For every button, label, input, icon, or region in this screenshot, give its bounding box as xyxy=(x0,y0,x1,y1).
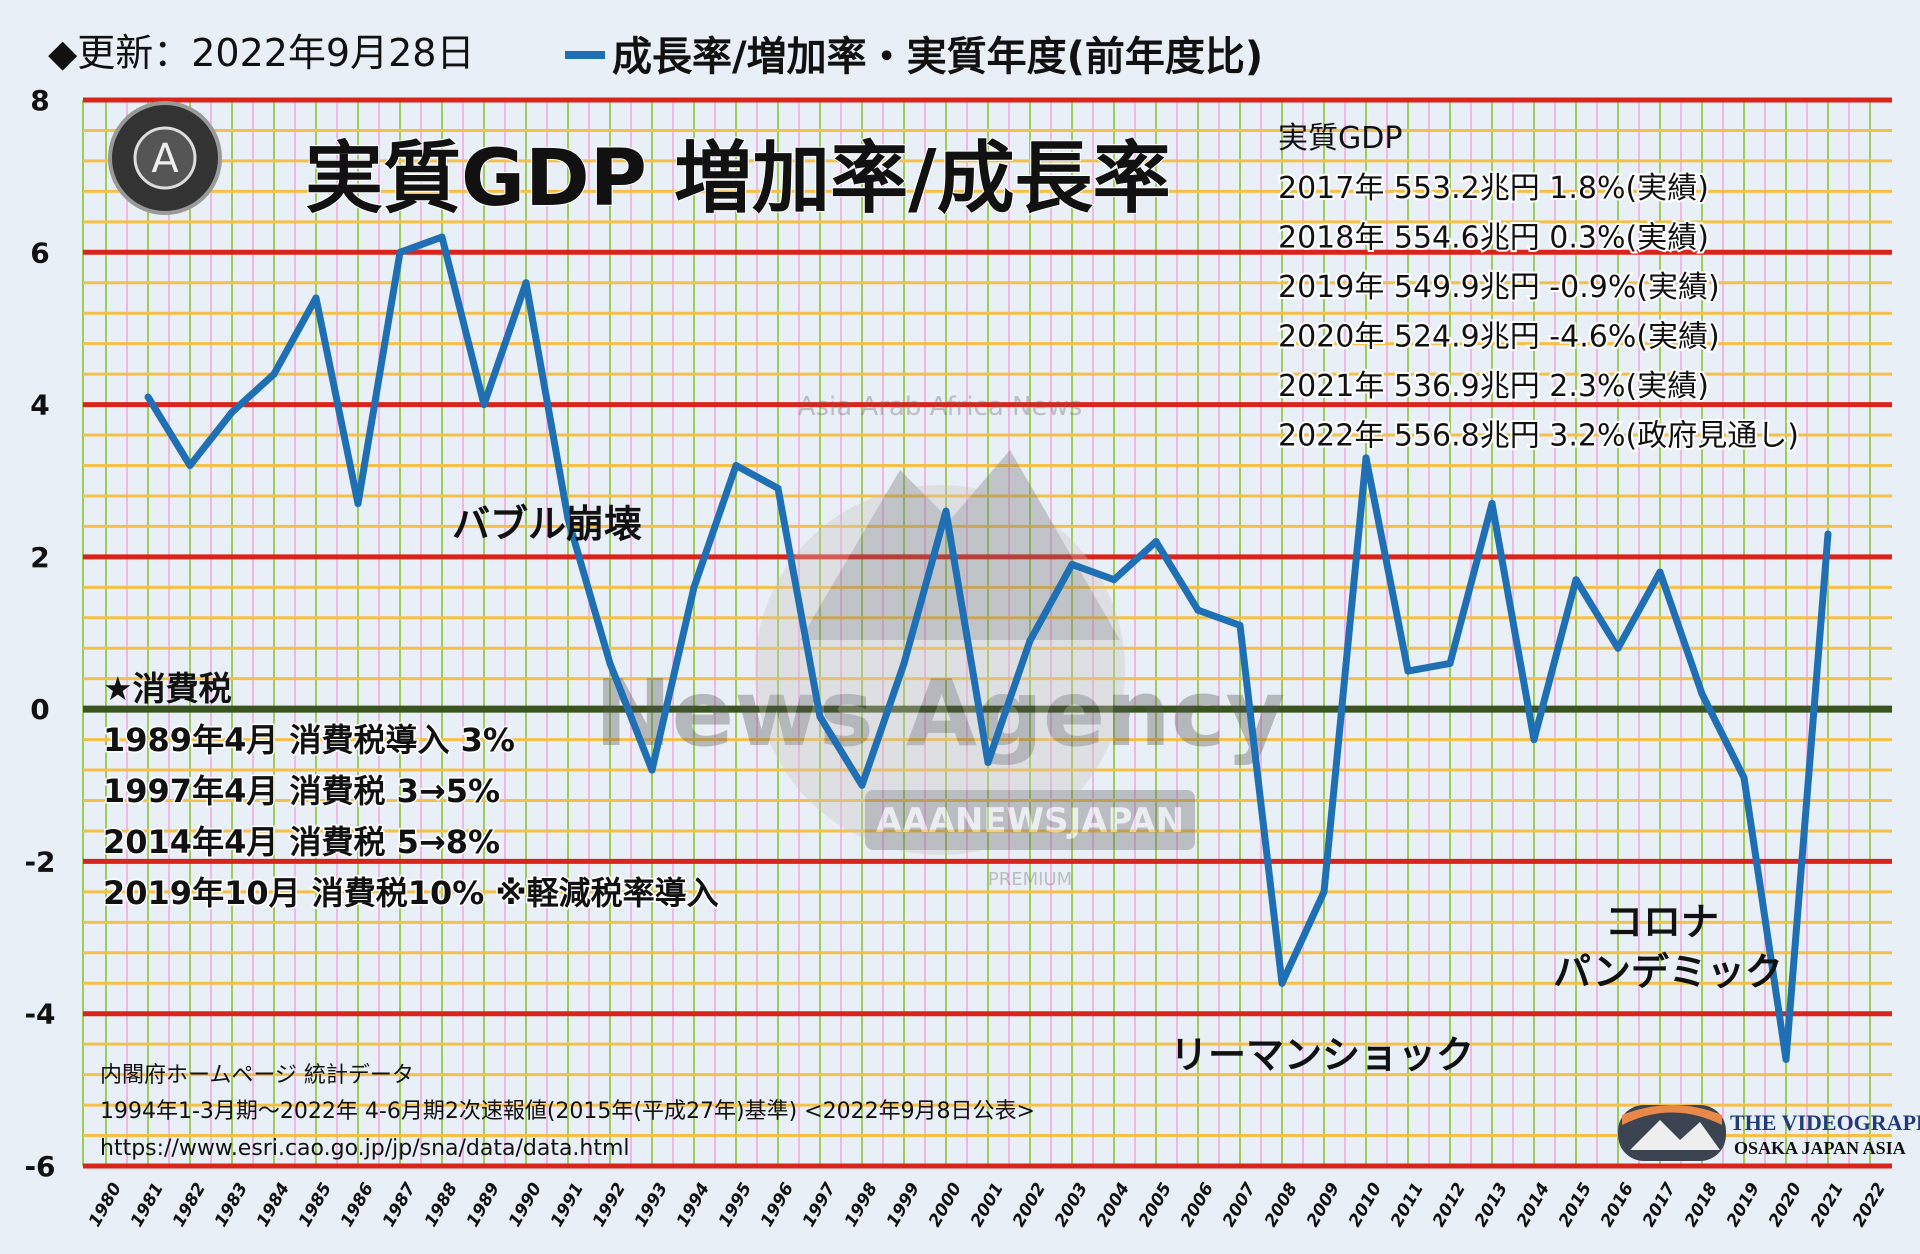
data-point xyxy=(1656,568,1664,576)
annotation-bubble: バブル崩壊 xyxy=(452,502,642,546)
tax-row: 1997年4月 消費税 3→5% xyxy=(103,772,500,810)
data-points xyxy=(144,233,1832,1063)
data-point xyxy=(438,233,446,241)
data-point xyxy=(480,401,488,409)
tax-row: 2019年10月 消費税10% ※軽減税率導入 xyxy=(103,874,719,912)
gdp-summary: 実質GDP 2017年 553.2兆円 1.8%(実績) 2018年 554.6兆… xyxy=(1276,121,1801,456)
data-point xyxy=(144,393,152,401)
data-point xyxy=(942,507,950,515)
data-point xyxy=(1152,538,1160,546)
y-tick-label: 6 xyxy=(30,236,49,269)
data-point xyxy=(1782,1055,1790,1063)
data-point xyxy=(1488,500,1496,508)
y-tick-label: -6 xyxy=(24,1150,55,1183)
watermark-ring: Asia Arab Africa News xyxy=(798,392,1083,422)
tax-title: ★消費税 xyxy=(103,669,232,708)
y-tick-label: 2 xyxy=(30,541,49,574)
gdp-row: 2022年 556.8兆円 3.2%(政府見通し) xyxy=(1278,419,1799,454)
gdp-row: 2021年 536.9兆円 2.3%(実績) xyxy=(1278,369,1709,404)
data-point xyxy=(1026,637,1034,645)
watermark-text: News Agency xyxy=(595,660,1286,767)
consumption-tax-notes: ★消費税 1989年4月 消費税導入 3% 1997年4月 消費税 3→5% 201… xyxy=(102,669,721,914)
y-tick-label: 8 xyxy=(30,84,49,117)
brand-line2: OSAKA JAPAN ASIA xyxy=(1734,1138,1906,1158)
data-point xyxy=(1236,621,1244,629)
data-point xyxy=(396,248,404,256)
y-tick-label: -4 xyxy=(24,998,55,1031)
data-point xyxy=(1824,530,1832,538)
gdp-row: 2019年 549.9兆円 -0.9%(実績) xyxy=(1278,270,1720,305)
legend-label: 成長率/増加率・実質年度(前年度比) xyxy=(612,34,1263,80)
data-point xyxy=(1572,576,1580,584)
data-point xyxy=(354,500,362,508)
data-point xyxy=(900,659,908,667)
data-point xyxy=(732,461,740,469)
annotation-lehman: リーマンショック xyxy=(1170,1033,1474,1077)
y-tick-label: 4 xyxy=(30,389,49,422)
data-point xyxy=(1404,667,1412,675)
data-point xyxy=(312,294,320,302)
source-line1: 内閣府ホームページ 統計データ xyxy=(100,1063,414,1088)
source-line2: 1994年1-3月期〜2022年 4-6月期2次速報値(2015年(平成27年)… xyxy=(100,1099,1035,1124)
data-point xyxy=(564,515,572,523)
data-point xyxy=(1320,888,1328,896)
watermark-sub: AAANEWSJAPAN xyxy=(876,801,1184,841)
watermark: News Agency AAANEWSJAPAN PREMIUM Asia Ar… xyxy=(595,392,1286,890)
brand-line1: THE VIDEOGRAPHY xyxy=(1730,1110,1920,1135)
data-point xyxy=(270,370,278,378)
data-point xyxy=(522,279,530,287)
updated-date: ◆更新：2022年9月28日 xyxy=(48,31,474,75)
data-point xyxy=(816,713,824,721)
watermark-premium: PREMIUM xyxy=(988,869,1072,890)
logo-letter: A xyxy=(151,136,179,182)
grid xyxy=(82,97,1892,1169)
data-point xyxy=(858,781,866,789)
gdp-row: 2017年 553.2兆円 1.8%(実績) xyxy=(1278,171,1709,206)
data-point xyxy=(648,766,656,774)
y-tick-label: -2 xyxy=(24,845,55,878)
data-point xyxy=(186,461,194,469)
data-point xyxy=(690,583,698,591)
annotation-corona: コロナ xyxy=(1605,900,1719,944)
tax-row: 1989年4月 消費税導入 3% xyxy=(103,721,515,759)
data-point xyxy=(1530,736,1538,744)
data-point xyxy=(1362,454,1370,462)
y-axis: 8 6 4 2 0 -2 -4 -6 xyxy=(24,84,55,1183)
gdp-row: 2018年 554.6兆円 0.3%(実績) xyxy=(1278,221,1709,256)
gdp-summary-title: 実質GDP xyxy=(1278,121,1402,156)
annotation-pandemic: パンデミック xyxy=(1553,950,1783,994)
data-point xyxy=(1614,644,1622,652)
data-point xyxy=(984,758,992,766)
aaanews-logo: A xyxy=(108,101,222,215)
data-point xyxy=(1068,560,1076,568)
data-point xyxy=(1110,576,1118,584)
chart-title: 実質GDP 増加率/成長率 xyxy=(305,134,1171,224)
data-point xyxy=(1740,774,1748,782)
data-point xyxy=(1194,606,1202,614)
tax-row: 2014年4月 消費税 5→8% xyxy=(103,823,500,861)
gdp-row: 2020年 524.9兆円 -4.6%(実績) xyxy=(1278,320,1720,355)
videography-logo xyxy=(1618,1105,1726,1161)
data-point xyxy=(1698,690,1706,698)
data-point xyxy=(606,659,614,667)
source-url[interactable]: https://www.esri.cao.go.jp/jp/sna/data/d… xyxy=(100,1136,630,1161)
data-point xyxy=(1278,979,1286,987)
data-point xyxy=(774,484,782,492)
data-point xyxy=(228,408,236,416)
data-point xyxy=(1446,659,1454,667)
y-tick-label: 0 xyxy=(30,693,49,726)
